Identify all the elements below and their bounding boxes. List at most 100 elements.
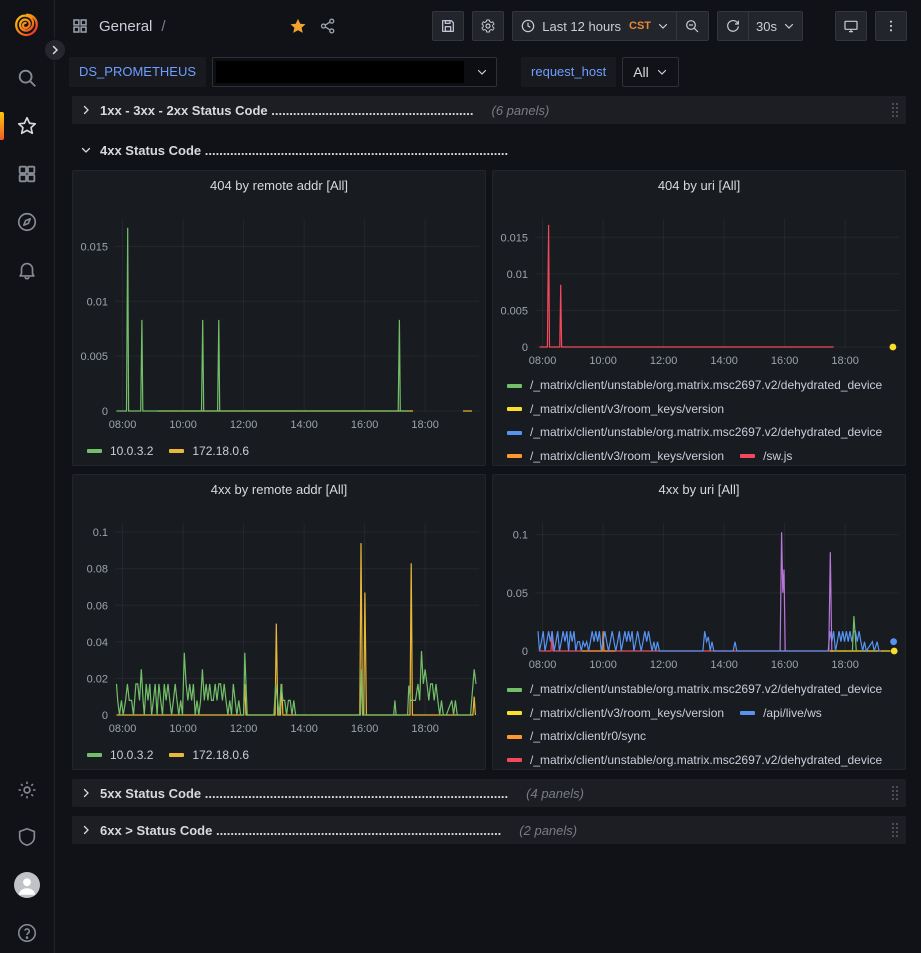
svg-text:0.005: 0.005 <box>81 351 108 363</box>
svg-text:0.05: 0.05 <box>507 588 528 600</box>
variable-select-datasource[interactable] <box>212 57 497 87</box>
row-drag-handle[interactable] <box>892 786 898 800</box>
apps-grid-icon[interactable] <box>69 15 91 37</box>
panel-4xx-by-remote-addr: 4xx by remote addr [All] 08:0010:0012:00… <box>72 474 486 770</box>
panel-title[interactable]: 404 by uri [All] <box>493 178 905 193</box>
row-header-5xx[interactable]: 5xx Status Code ........................… <box>72 779 906 807</box>
svg-text:0.04: 0.04 <box>87 637 108 649</box>
legend-series-label: /_matrix/client/v3/room_keys/version <box>530 705 724 722</box>
legend-item[interactable]: /_matrix/client/unstable/org.matrix.msc2… <box>507 424 882 442</box>
legend-series-swatch <box>507 688 522 692</box>
refresh-interval-picker[interactable]: 30s <box>749 11 803 41</box>
svg-text:0.015: 0.015 <box>81 241 108 253</box>
legend-item[interactable]: /_matrix/client/unstable/org.matrix.msc2… <box>507 681 882 699</box>
time-range-picker[interactable]: Last 12 hours CST <box>512 11 677 41</box>
panel-404-by-uri: 404 by uri [All] 08:0010:0012:0014:0016:… <box>492 170 906 466</box>
row-panel-count: (2 panels) <box>519 823 577 838</box>
legend-item[interactable]: 10.0.3.2 <box>87 745 153 765</box>
legend-item[interactable]: /_matrix/client/v3/room_keys/version <box>507 448 724 466</box>
svg-text:12:00: 12:00 <box>650 659 678 671</box>
svg-text:14:00: 14:00 <box>710 659 738 671</box>
svg-text:10:00: 10:00 <box>589 659 617 671</box>
timeseries-chart[interactable]: 08:0010:0012:0014:0016:0018:0000.050.1 <box>501 509 899 677</box>
row-drag-handle[interactable] <box>892 823 898 837</box>
expand-sidebar-chevron[interactable] <box>44 39 66 61</box>
row-panel-count: (4 panels) <box>526 786 584 801</box>
variable-label-request-host[interactable]: request_host <box>521 57 616 87</box>
panel-legend: 10.0.3.2 172.18.0.6 <box>87 441 483 461</box>
variable-select-request-host[interactable]: All <box>622 57 679 87</box>
svg-text:16:00: 16:00 <box>771 355 799 367</box>
dashboard-settings-button[interactable] <box>472 11 504 41</box>
timeseries-chart[interactable]: 08:0010:0012:0014:0016:0018:0000.020.040… <box>81 509 479 741</box>
panel-404-by-remote-addr: 404 by remote addr [All] 08:0010:0012:00… <box>72 170 486 466</box>
legend-series-swatch <box>507 454 522 458</box>
panel-title[interactable]: 404 by remote addr [All] <box>73 178 485 193</box>
svg-text:12:00: 12:00 <box>650 355 678 367</box>
legend-item[interactable]: /api/live/ws <box>740 705 822 723</box>
legend-item[interactable]: /_matrix/client/r0/sync <box>507 728 646 746</box>
help-icon[interactable] <box>16 922 38 944</box>
legend-item[interactable]: /_matrix/client/unstable/org.matrix.msc2… <box>507 752 882 770</box>
svg-text:10:00: 10:00 <box>169 723 197 735</box>
variable-value: All <box>633 64 649 80</box>
row-header-6xx[interactable]: 6xx > Status Code ......................… <box>72 816 906 844</box>
svg-text:0.06: 0.06 <box>87 600 108 612</box>
row-title: 5xx Status Code ........................… <box>100 786 508 801</box>
legend-series-label: 172.18.0.6 <box>192 747 249 764</box>
kebab-menu-button[interactable] <box>875 11 907 41</box>
panel-title[interactable]: 4xx by uri [All] <box>493 482 905 497</box>
row-drag-handle[interactable] <box>892 103 898 117</box>
svg-text:10:00: 10:00 <box>589 355 617 367</box>
save-button[interactable] <box>432 11 464 41</box>
legend-series-label: 10.0.3.2 <box>110 747 153 764</box>
svg-text:18:00: 18:00 <box>411 723 439 735</box>
panel-4xx-by-uri: 4xx by uri [All] 08:0010:0012:0014:0016:… <box>492 474 906 770</box>
legend-series-swatch <box>169 753 184 757</box>
zoom-out-button[interactable] <box>677 11 709 41</box>
user-avatar[interactable] <box>14 872 40 898</box>
share-icon[interactable] <box>317 15 339 37</box>
panel-title[interactable]: 4xx by remote addr [All] <box>73 482 485 497</box>
legend-series-swatch <box>740 454 755 458</box>
alerting-bell-icon[interactable] <box>16 259 38 281</box>
row-header-1xx-3xx-2xx[interactable]: 1xx - 3xx - 2xx Status Code ............… <box>72 96 906 124</box>
legend-item[interactable]: /_matrix/client/v3/room_keys/version <box>507 705 724 723</box>
sidebar <box>0 0 55 953</box>
legend-series-swatch <box>507 384 522 388</box>
row-panel-count: (6 panels) <box>492 103 550 118</box>
legend-item[interactable]: 172.18.0.6 <box>169 745 249 765</box>
dashboards-icon[interactable] <box>16 163 38 185</box>
clock-icon <box>520 18 536 34</box>
breadcrumb-section[interactable]: General <box>99 18 152 35</box>
chevron-right-icon <box>80 824 92 836</box>
chevron-down-icon <box>657 20 669 32</box>
favorite-star-icon[interactable] <box>287 15 309 37</box>
legend-item[interactable]: 10.0.3.2 <box>87 441 153 461</box>
search-icon[interactable] <box>16 67 38 89</box>
svg-text:18:00: 18:00 <box>411 419 439 431</box>
legend-series-label: /_matrix/client/unstable/org.matrix.msc2… <box>530 752 882 769</box>
legend-series-label: /_matrix/client/unstable/org.matrix.msc2… <box>530 424 882 441</box>
tv-kiosk-button[interactable] <box>835 11 867 41</box>
legend-series-label: /_matrix/client/v3/room_keys/version <box>530 401 724 418</box>
svg-text:08:00: 08:00 <box>109 419 137 431</box>
timeseries-chart[interactable]: 08:0010:0012:0014:0016:0018:0000.0050.01… <box>81 205 479 437</box>
explore-compass-icon[interactable] <box>16 211 38 233</box>
time-range-label: Last 12 hours <box>542 19 621 34</box>
starred-icon[interactable] <box>16 115 38 137</box>
svg-text:14:00: 14:00 <box>290 723 318 735</box>
legend-item[interactable]: /sw.js <box>740 448 792 466</box>
svg-text:14:00: 14:00 <box>710 355 738 367</box>
legend-item[interactable]: 172.18.0.6 <box>169 441 249 461</box>
row-header-4xx[interactable]: 4xx Status Code ........................… <box>72 136 906 164</box>
legend-item[interactable]: /_matrix/client/v3/room_keys/version <box>507 401 724 419</box>
grafana-logo[interactable] <box>14 12 40 38</box>
legend-item[interactable]: /_matrix/client/unstable/org.matrix.msc2… <box>507 377 882 395</box>
settings-gear-icon[interactable] <box>16 779 38 801</box>
legend-series-swatch <box>87 449 102 453</box>
timeseries-chart[interactable]: 08:0010:0012:0014:0016:0018:0000.0050.01… <box>501 205 899 373</box>
refresh-button[interactable] <box>717 11 749 41</box>
admin-shield-icon[interactable] <box>16 826 38 848</box>
svg-text:12:00: 12:00 <box>230 419 258 431</box>
